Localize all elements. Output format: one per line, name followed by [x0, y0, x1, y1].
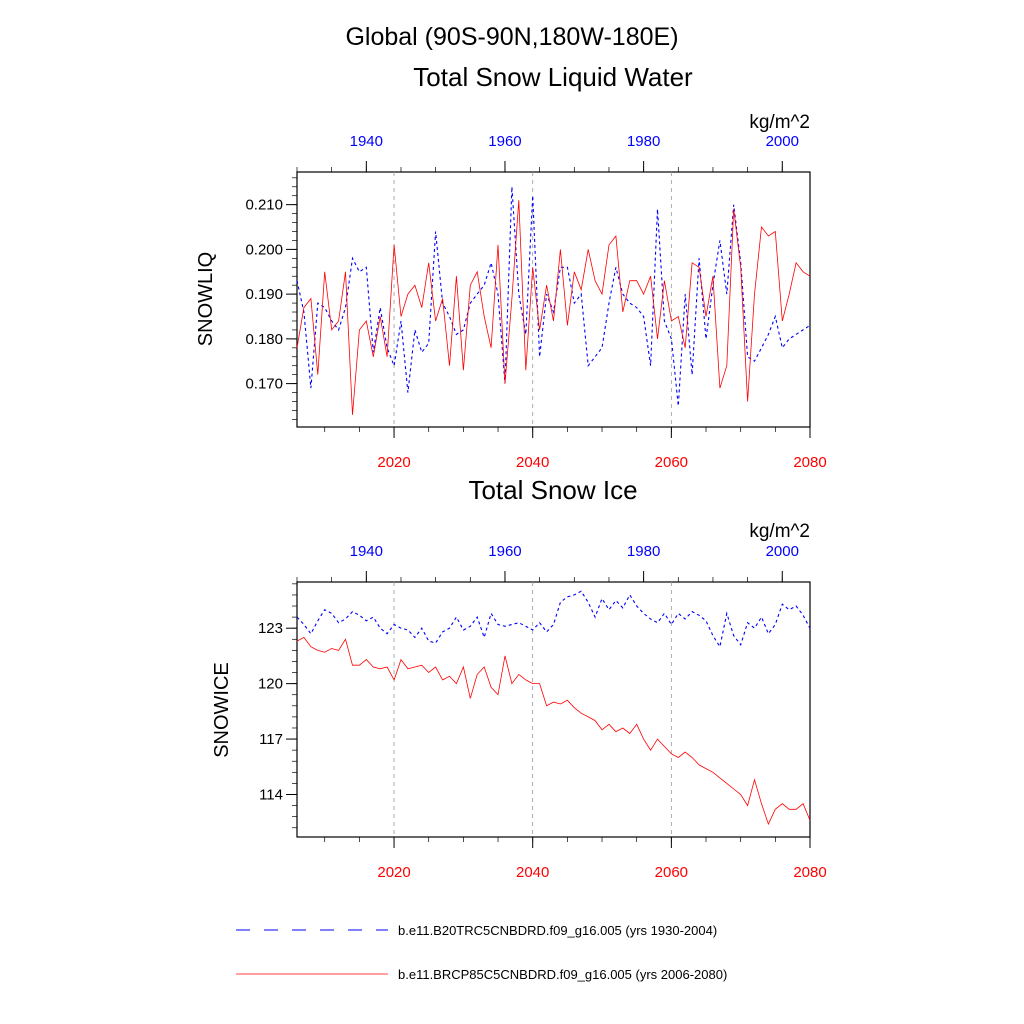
y-tick-label: 117 [259, 731, 283, 748]
y-tick-label: 120 [258, 676, 283, 693]
y-tick-label: 114 [259, 787, 283, 804]
panel-snowliq: Total Snow Liquid Water kg/m^2 SNOWLIQ 0… [195, 62, 827, 471]
top-tick-label: 1980 [627, 543, 660, 560]
series-group [296, 186, 811, 415]
bottom-x-axis: 2020 2040 2060 2080 [324, 427, 827, 471]
top-tick-label: 2000 [766, 543, 799, 560]
bottom-tick-label: 2080 [793, 454, 826, 471]
y-tick-label: 123 [258, 620, 283, 637]
top-x-axis: 1940 1960 1980 2000 [296, 543, 799, 582]
series-line-historical [296, 186, 811, 407]
bottom-tick-label: 2060 [655, 864, 688, 881]
bottom-tick-label: 2040 [516, 864, 549, 881]
bottom-tick-label: 2080 [793, 864, 826, 881]
series-line-rcp85 [296, 636, 811, 826]
y-axis-label: SNOWLIQ [195, 252, 217, 346]
units-label: kg/m^2 [749, 521, 810, 542]
bottom-tick-label: 2060 [655, 454, 688, 471]
bottom-x-axis: 2020 2040 2060 2080 [324, 837, 827, 881]
bottom-tick-label: 2020 [377, 864, 410, 881]
series-line-rcp85 [296, 200, 811, 415]
top-x-axis: 1940 1960 1980 2000 [296, 133, 799, 172]
panel-snowice: Total Snow Ice kg/m^2 SNOWICE 1141171201… [211, 475, 827, 881]
top-tick-label: 1960 [488, 133, 521, 150]
y-axis: 114 117 120 123 [258, 583, 297, 829]
bottom-tick-label: 2020 [377, 454, 410, 471]
legend-label-rcp85: b.e11.BRCP85C5CNBDRD.f09_g16.005 (yrs 20… [398, 967, 727, 982]
series-line-historical [296, 590, 811, 649]
units-label: kg/m^2 [749, 112, 810, 133]
y-tick-label: 0.190 [245, 286, 283, 303]
y-tick-label: 0.200 [245, 241, 283, 258]
legend: b.e11.B20TRC5CNBDRD.f09_g16.005 (yrs 193… [236, 923, 727, 982]
y-axis: 0.170 0.180 0.190 0.200 0.210 [245, 177, 297, 420]
grid-lines [393, 172, 672, 427]
series-group [296, 590, 811, 826]
y-tick-label: 0.170 [245, 376, 283, 393]
y-tick-label: 0.180 [245, 331, 283, 348]
top-tick-label: 1940 [350, 543, 383, 560]
panel-title: Total Snow Ice [468, 475, 637, 505]
figure-title: Global (90S-90N,180W-180E) [345, 23, 678, 51]
grid-lines [393, 582, 672, 837]
panel-title: Total Snow Liquid Water [413, 62, 693, 92]
bottom-tick-label: 2040 [516, 454, 549, 471]
top-tick-label: 2000 [766, 133, 799, 150]
plot-frame [296, 581, 811, 838]
legend-label-historical: b.e11.B20TRC5CNBDRD.f09_g16.005 (yrs 193… [398, 923, 717, 938]
plot-frame [296, 171, 811, 428]
top-tick-label: 1980 [627, 133, 660, 150]
top-tick-label: 1940 [350, 133, 383, 150]
y-tick-label: 0.210 [245, 197, 283, 214]
y-axis-label: SNOWICE [211, 662, 233, 758]
top-tick-label: 1960 [488, 543, 521, 560]
